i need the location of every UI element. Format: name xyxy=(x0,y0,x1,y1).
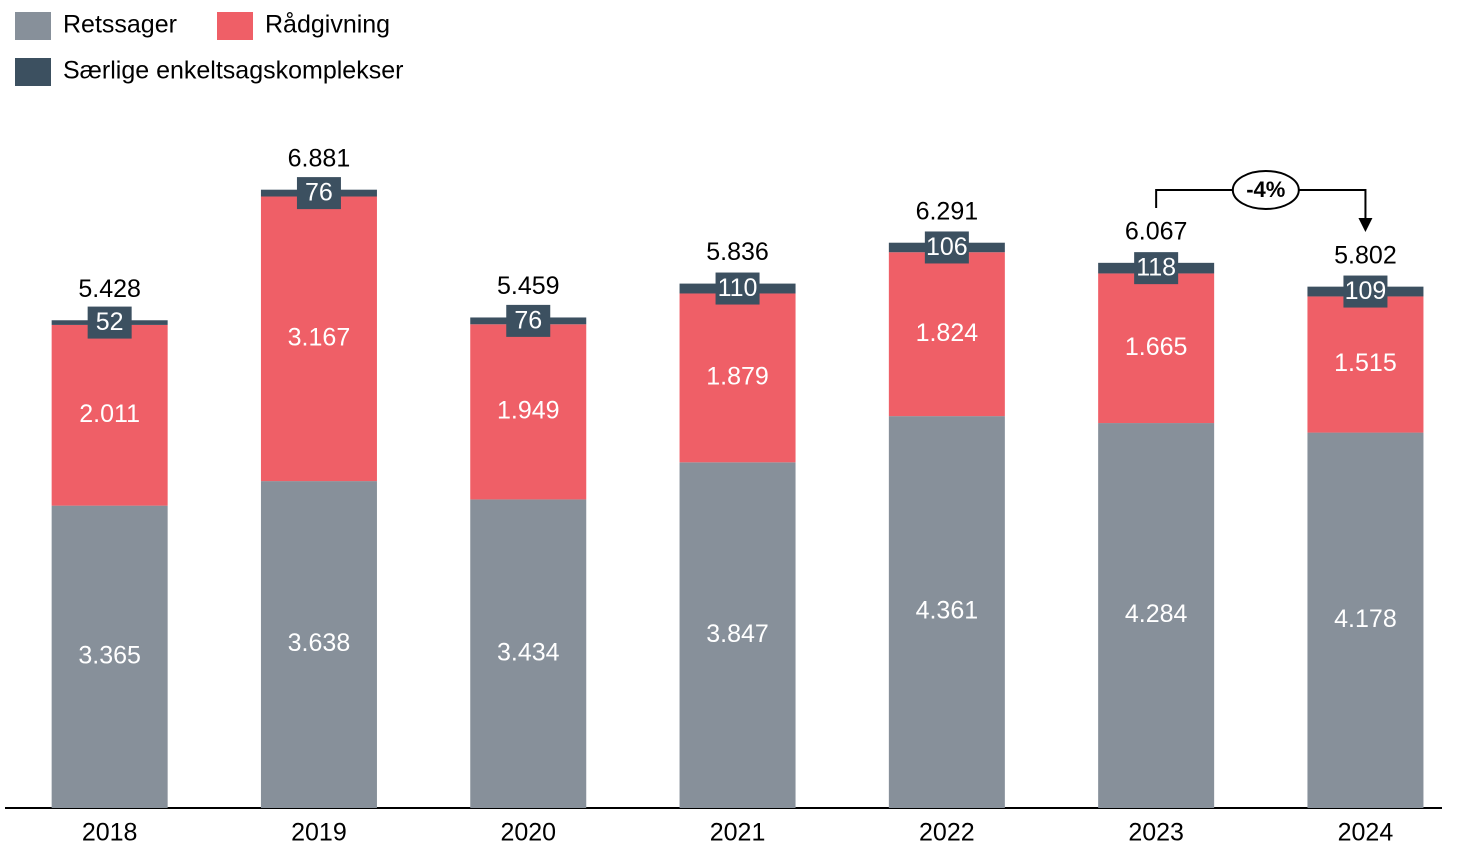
value-label: 1.824 xyxy=(916,319,979,347)
value-label: 110 xyxy=(718,274,758,302)
value-label-box xyxy=(715,272,760,305)
legend-swatch xyxy=(15,58,51,86)
value-label: 109 xyxy=(1345,277,1387,305)
total-label: 5.802 xyxy=(1334,241,1397,269)
x-tick-label: 2021 xyxy=(710,819,766,846)
value-label-box xyxy=(296,177,341,210)
value-label: 4.284 xyxy=(1125,600,1188,628)
bar-segment xyxy=(470,499,587,808)
bar-segment xyxy=(51,505,168,808)
total-label: 6.291 xyxy=(916,197,979,225)
value-label-box xyxy=(1343,275,1388,308)
value-label: 76 xyxy=(305,179,333,207)
annotation-arrow xyxy=(1358,218,1373,232)
legend-swatch xyxy=(217,12,253,40)
value-label: 3.167 xyxy=(288,323,351,351)
x-tick-label: 2023 xyxy=(1128,819,1184,846)
value-label-box xyxy=(924,231,969,264)
value-label: 3.365 xyxy=(78,641,141,669)
value-label: 2.011 xyxy=(79,400,140,428)
total-label: 6.881 xyxy=(288,144,351,172)
x-tick-label: 2018 xyxy=(82,819,138,846)
bar-segment xyxy=(888,252,1005,417)
value-label: 1.515 xyxy=(1334,349,1397,377)
x-tick-label: 2022 xyxy=(919,819,975,846)
total-label: 5.459 xyxy=(497,272,560,300)
value-label-box xyxy=(87,306,132,339)
bar-segment xyxy=(470,324,587,500)
legend-label: Rådgivning xyxy=(265,11,390,39)
value-label: 106 xyxy=(926,233,968,261)
bar-segment xyxy=(679,293,796,463)
value-label: 1.879 xyxy=(706,363,769,391)
total-label: 5.836 xyxy=(706,238,769,266)
bar-segment xyxy=(260,196,377,482)
value-label: 3.638 xyxy=(288,629,351,657)
bar-segment xyxy=(1098,273,1215,424)
bar-segment xyxy=(1098,423,1215,808)
bar-segment xyxy=(679,462,796,808)
bar-segment xyxy=(1307,296,1424,433)
value-label: 118 xyxy=(1136,254,1176,282)
bar-segment xyxy=(888,416,1005,808)
total-label: 5.428 xyxy=(78,275,141,303)
value-label: 4.178 xyxy=(1334,605,1397,633)
annotation-bubble xyxy=(1231,170,1300,210)
legend-swatch xyxy=(15,12,51,40)
value-label: 3.847 xyxy=(706,620,769,648)
legend-label: Særlige enkeltsagskomplekser xyxy=(63,57,403,85)
x-tick-label: 2020 xyxy=(500,819,556,846)
x-tick-label: 2024 xyxy=(1338,819,1394,846)
bar-segment xyxy=(260,481,377,808)
bar-segment xyxy=(1307,432,1424,808)
legend-label: Retssager xyxy=(63,11,177,39)
value-label: 52 xyxy=(96,308,124,336)
bar-segment xyxy=(51,324,168,506)
annotation-text: -4% xyxy=(1246,177,1285,202)
value-label-box xyxy=(506,304,551,337)
value-label: 1.949 xyxy=(497,396,560,424)
value-label-box xyxy=(1134,252,1179,285)
x-tick-label: 2019 xyxy=(291,819,347,846)
value-label: 4.361 xyxy=(916,597,979,625)
value-label: 3.434 xyxy=(497,638,560,666)
total-label: 6.067 xyxy=(1125,217,1188,245)
value-label: 76 xyxy=(514,306,542,334)
value-label: 1.665 xyxy=(1125,333,1188,361)
